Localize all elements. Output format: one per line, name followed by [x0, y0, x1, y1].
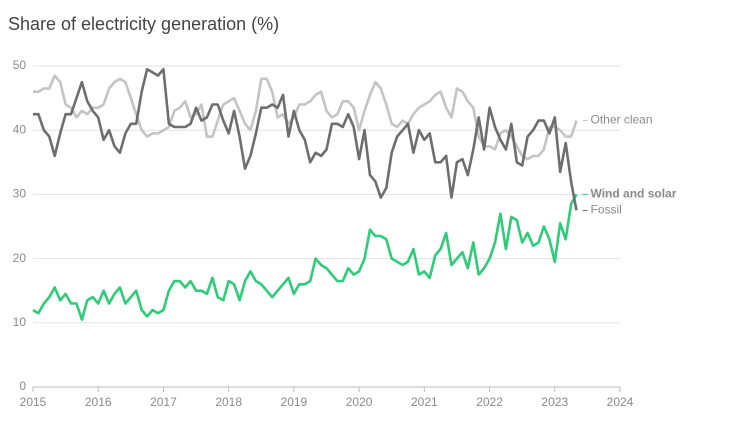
x-tick-label: 2019 [281, 395, 308, 409]
series-label: Fossil [590, 203, 621, 217]
x-tick-label: 2024 [607, 395, 634, 409]
y-tick-label: 40 [13, 122, 27, 136]
x-tick-label: 2017 [150, 395, 177, 409]
x-tick-label: 2018 [215, 395, 242, 409]
series-line [33, 74, 578, 161]
x-tick-label: 2015 [20, 395, 47, 409]
x-tick-label: 2016 [85, 395, 112, 409]
x-tick-label: 2023 [541, 395, 568, 409]
y-tick-label: 30 [13, 187, 27, 201]
series-label: Wind and solar [590, 187, 676, 201]
series-line [32, 193, 578, 321]
x-tick-label: 2021 [411, 395, 438, 409]
y-tick-label: 20 [13, 251, 27, 265]
series-label: Other clean [590, 113, 652, 127]
x-tick-label: 2022 [476, 395, 503, 409]
x-tick-label: 2020 [346, 395, 373, 409]
y-tick-label: 50 [13, 58, 27, 72]
y-tick-label: 0 [19, 379, 26, 393]
series-line [33, 67, 578, 211]
chart-title: Share of electricity generation (%) [8, 14, 279, 34]
y-tick-label: 10 [13, 315, 27, 329]
